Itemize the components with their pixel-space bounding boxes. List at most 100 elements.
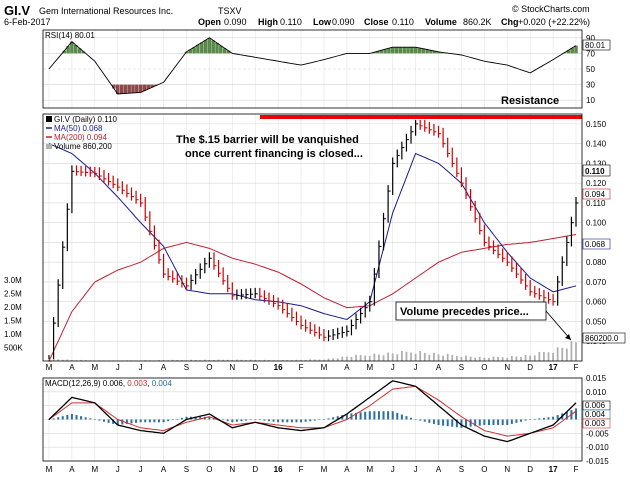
macd-hist-bar: [368, 411, 371, 420]
volume-tag: 860200.0: [585, 334, 619, 343]
macd-hist-bar: [75, 415, 78, 420]
legend-ma200: MA(200) 0.094: [54, 133, 107, 142]
volume-bar: [460, 356, 463, 361]
x-tick-label: M: [366, 363, 373, 372]
volume-bar: [222, 359, 225, 361]
macd-hist-bar: [318, 419, 321, 421]
macd-line: [48, 380, 577, 443]
volume-bar: [570, 341, 573, 361]
volume-bar: [263, 359, 266, 361]
exchange: TSXV: [218, 6, 242, 16]
resistance-label: Resistance: [501, 95, 559, 107]
annotation-arrow-line: [545, 310, 572, 341]
macd-hist-bar: [451, 419, 454, 427]
x-tick-label: J: [414, 465, 418, 474]
macd-hist-bar: [226, 419, 229, 422]
volume-bar: [364, 355, 367, 361]
volume-bar: [497, 356, 499, 361]
quote-line: Open 0.090 High 0.110 Low 0.090 Close 0.…: [198, 17, 590, 27]
x-tick-label: N: [229, 363, 235, 372]
macd-hist-bar: [89, 418, 92, 420]
macd-hist-bar: [80, 416, 83, 420]
volume-bar: [533, 355, 536, 361]
volume-bar: [231, 360, 234, 361]
macd-hist-bar: [455, 419, 458, 428]
company-name: Gem International Resources Inc.: [39, 6, 173, 16]
x-axis-bottom: M A M J J A S O N D 16 F M A M J J A S O N D 17 F: [46, 465, 579, 474]
rsi-tick-label: 10: [586, 96, 595, 105]
macd-hist-bar: [254, 419, 257, 420]
x-tick-label: S: [184, 465, 189, 474]
x-tick-label: 17: [549, 465, 558, 474]
volume-bar: [524, 355, 527, 361]
volume-bar: [309, 359, 312, 361]
volume-bar: [373, 353, 376, 361]
price-tick-label: 0.110: [586, 199, 606, 208]
macd-hist-bar: [235, 419, 238, 422]
rsi-tick-label: 70: [586, 49, 595, 58]
macd-hist-bar: [382, 411, 385, 420]
macd-hist-bar: [116, 419, 119, 426]
volume-bar: [240, 359, 243, 361]
volume-bar: [341, 356, 344, 361]
volume-bar: [405, 351, 408, 361]
legend-ma50: MA(50) 0.068: [54, 124, 103, 133]
macd-hist-bar: [304, 419, 307, 422]
ma200-tag-box: [582, 188, 611, 200]
macd-hist-bar: [410, 417, 413, 420]
macd-hist-bar: [565, 411, 568, 420]
macd-hist-bar: [446, 419, 449, 427]
volume-bar: [158, 360, 160, 361]
volume-bar: [235, 359, 238, 361]
macd-hist-bar: [180, 417, 183, 420]
macd-hist-bar: [249, 419, 252, 421]
macd-hist-bar: [419, 419, 422, 421]
macd-hist-bar: [61, 416, 64, 420]
macd-hist-bar: [432, 419, 435, 424]
macd-hist-bar: [510, 419, 513, 424]
legend-volume-swatch: [46, 144, 52, 149]
volume-bar: [488, 358, 490, 361]
macd-hist-bar: [377, 411, 380, 420]
volume-tick-label: 1.0M: [4, 330, 22, 339]
x-tick-label: J: [391, 363, 395, 372]
macd-hist-bar: [231, 419, 234, 423]
macd-hist-bar: [474, 419, 477, 427]
macd-hist-bar: [93, 419, 96, 420]
volume-bar: [350, 356, 353, 361]
x-tick-label: D: [252, 465, 258, 474]
volume-bar: [176, 359, 179, 361]
macd-hist-bar: [162, 419, 165, 423]
macd-hist-bar: [359, 412, 362, 420]
macd-hist-bar: [483, 419, 486, 426]
rsi-line: [48, 37, 577, 95]
low-label: Low: [313, 17, 332, 27]
volume-bar: [359, 355, 362, 361]
x-tick-label: D: [252, 363, 258, 372]
chg-value: +0.020 (+22.22%): [518, 17, 590, 27]
volume-bar: [71, 359, 73, 361]
macd-hist-bar: [501, 419, 504, 426]
x-tick-label: 16: [274, 363, 283, 372]
macd-hist-bar: [442, 419, 445, 426]
price-tick-label: 0.070: [586, 278, 607, 287]
x-tick-label: S: [184, 363, 189, 372]
volume-bar: [483, 357, 486, 361]
macd-hist-bar: [107, 419, 110, 423]
macd-hist-bar: [405, 416, 408, 420]
watermark: © StockCharts.com: [512, 4, 590, 14]
x-tick-label: N: [504, 363, 510, 372]
macd-hist-bar: [57, 417, 60, 420]
volume-bar: [84, 360, 87, 361]
x-tick-label: A: [436, 363, 442, 372]
x-tick-label: J: [139, 465, 143, 474]
macd-hist-bar: [144, 419, 147, 423]
x-tick-label: O: [481, 465, 487, 474]
macd-hist-bar: [48, 419, 50, 420]
volume-bar: [208, 359, 211, 361]
legend-price-swatch: [46, 116, 52, 122]
macd-hist-bar: [520, 419, 523, 422]
volume-bar: [433, 352, 435, 361]
volume-bar: [561, 347, 564, 361]
